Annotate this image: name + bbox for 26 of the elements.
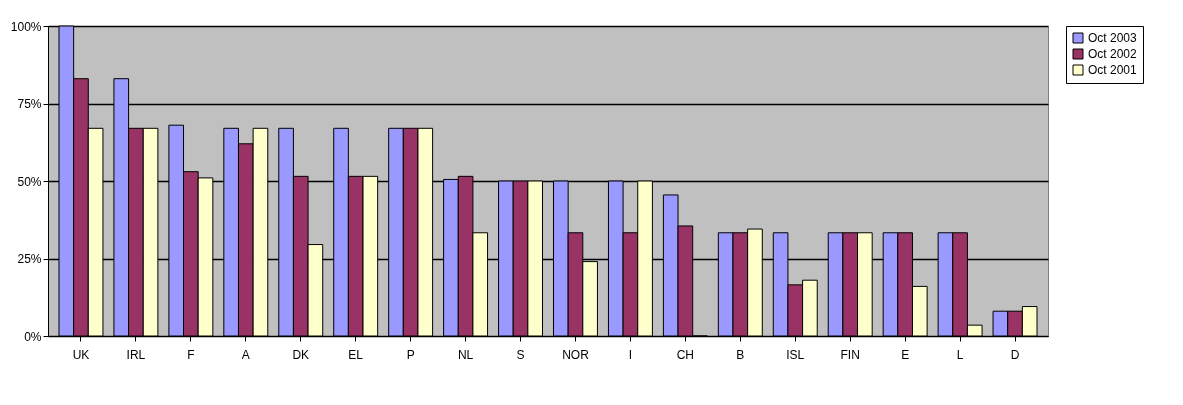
x-tick-label: ISL: [786, 347, 805, 362]
x-tick-label: NOR: [562, 347, 590, 362]
x-tick-label: A: [241, 347, 250, 362]
x-tick-label: I: [628, 347, 633, 362]
x-tick-label: E: [901, 347, 910, 362]
x-tick-label: F: [187, 347, 195, 362]
x-tick-label: B: [736, 347, 745, 362]
x-tick-label: IRL: [126, 347, 146, 362]
x-tick-label: S: [516, 347, 525, 362]
y-tick-label: 50%: [17, 174, 42, 189]
y-tick-label: 25%: [17, 252, 42, 266]
legend-label: Oct 2003: [1088, 31, 1138, 45]
legend-label: Oct 2002: [1088, 47, 1138, 61]
legend-label: Oct 2001: [1088, 63, 1138, 77]
x-tick-label: NL: [457, 347, 474, 362]
y-tick-label: 0%: [24, 329, 42, 344]
x-tick-label: EL: [348, 347, 364, 362]
x-tick-label: UK: [72, 347, 90, 362]
x-tick-label: DK: [292, 347, 310, 362]
x-tick-label: D: [1010, 347, 1020, 362]
y-tick-label: 75%: [17, 97, 42, 111]
x-tick-label: CH: [676, 347, 695, 362]
x-tick-label: P: [406, 347, 415, 362]
y-tick-label: 100%: [10, 19, 42, 34]
x-tick-label: L: [956, 347, 964, 362]
x-tick-label: FIN: [840, 347, 860, 362]
